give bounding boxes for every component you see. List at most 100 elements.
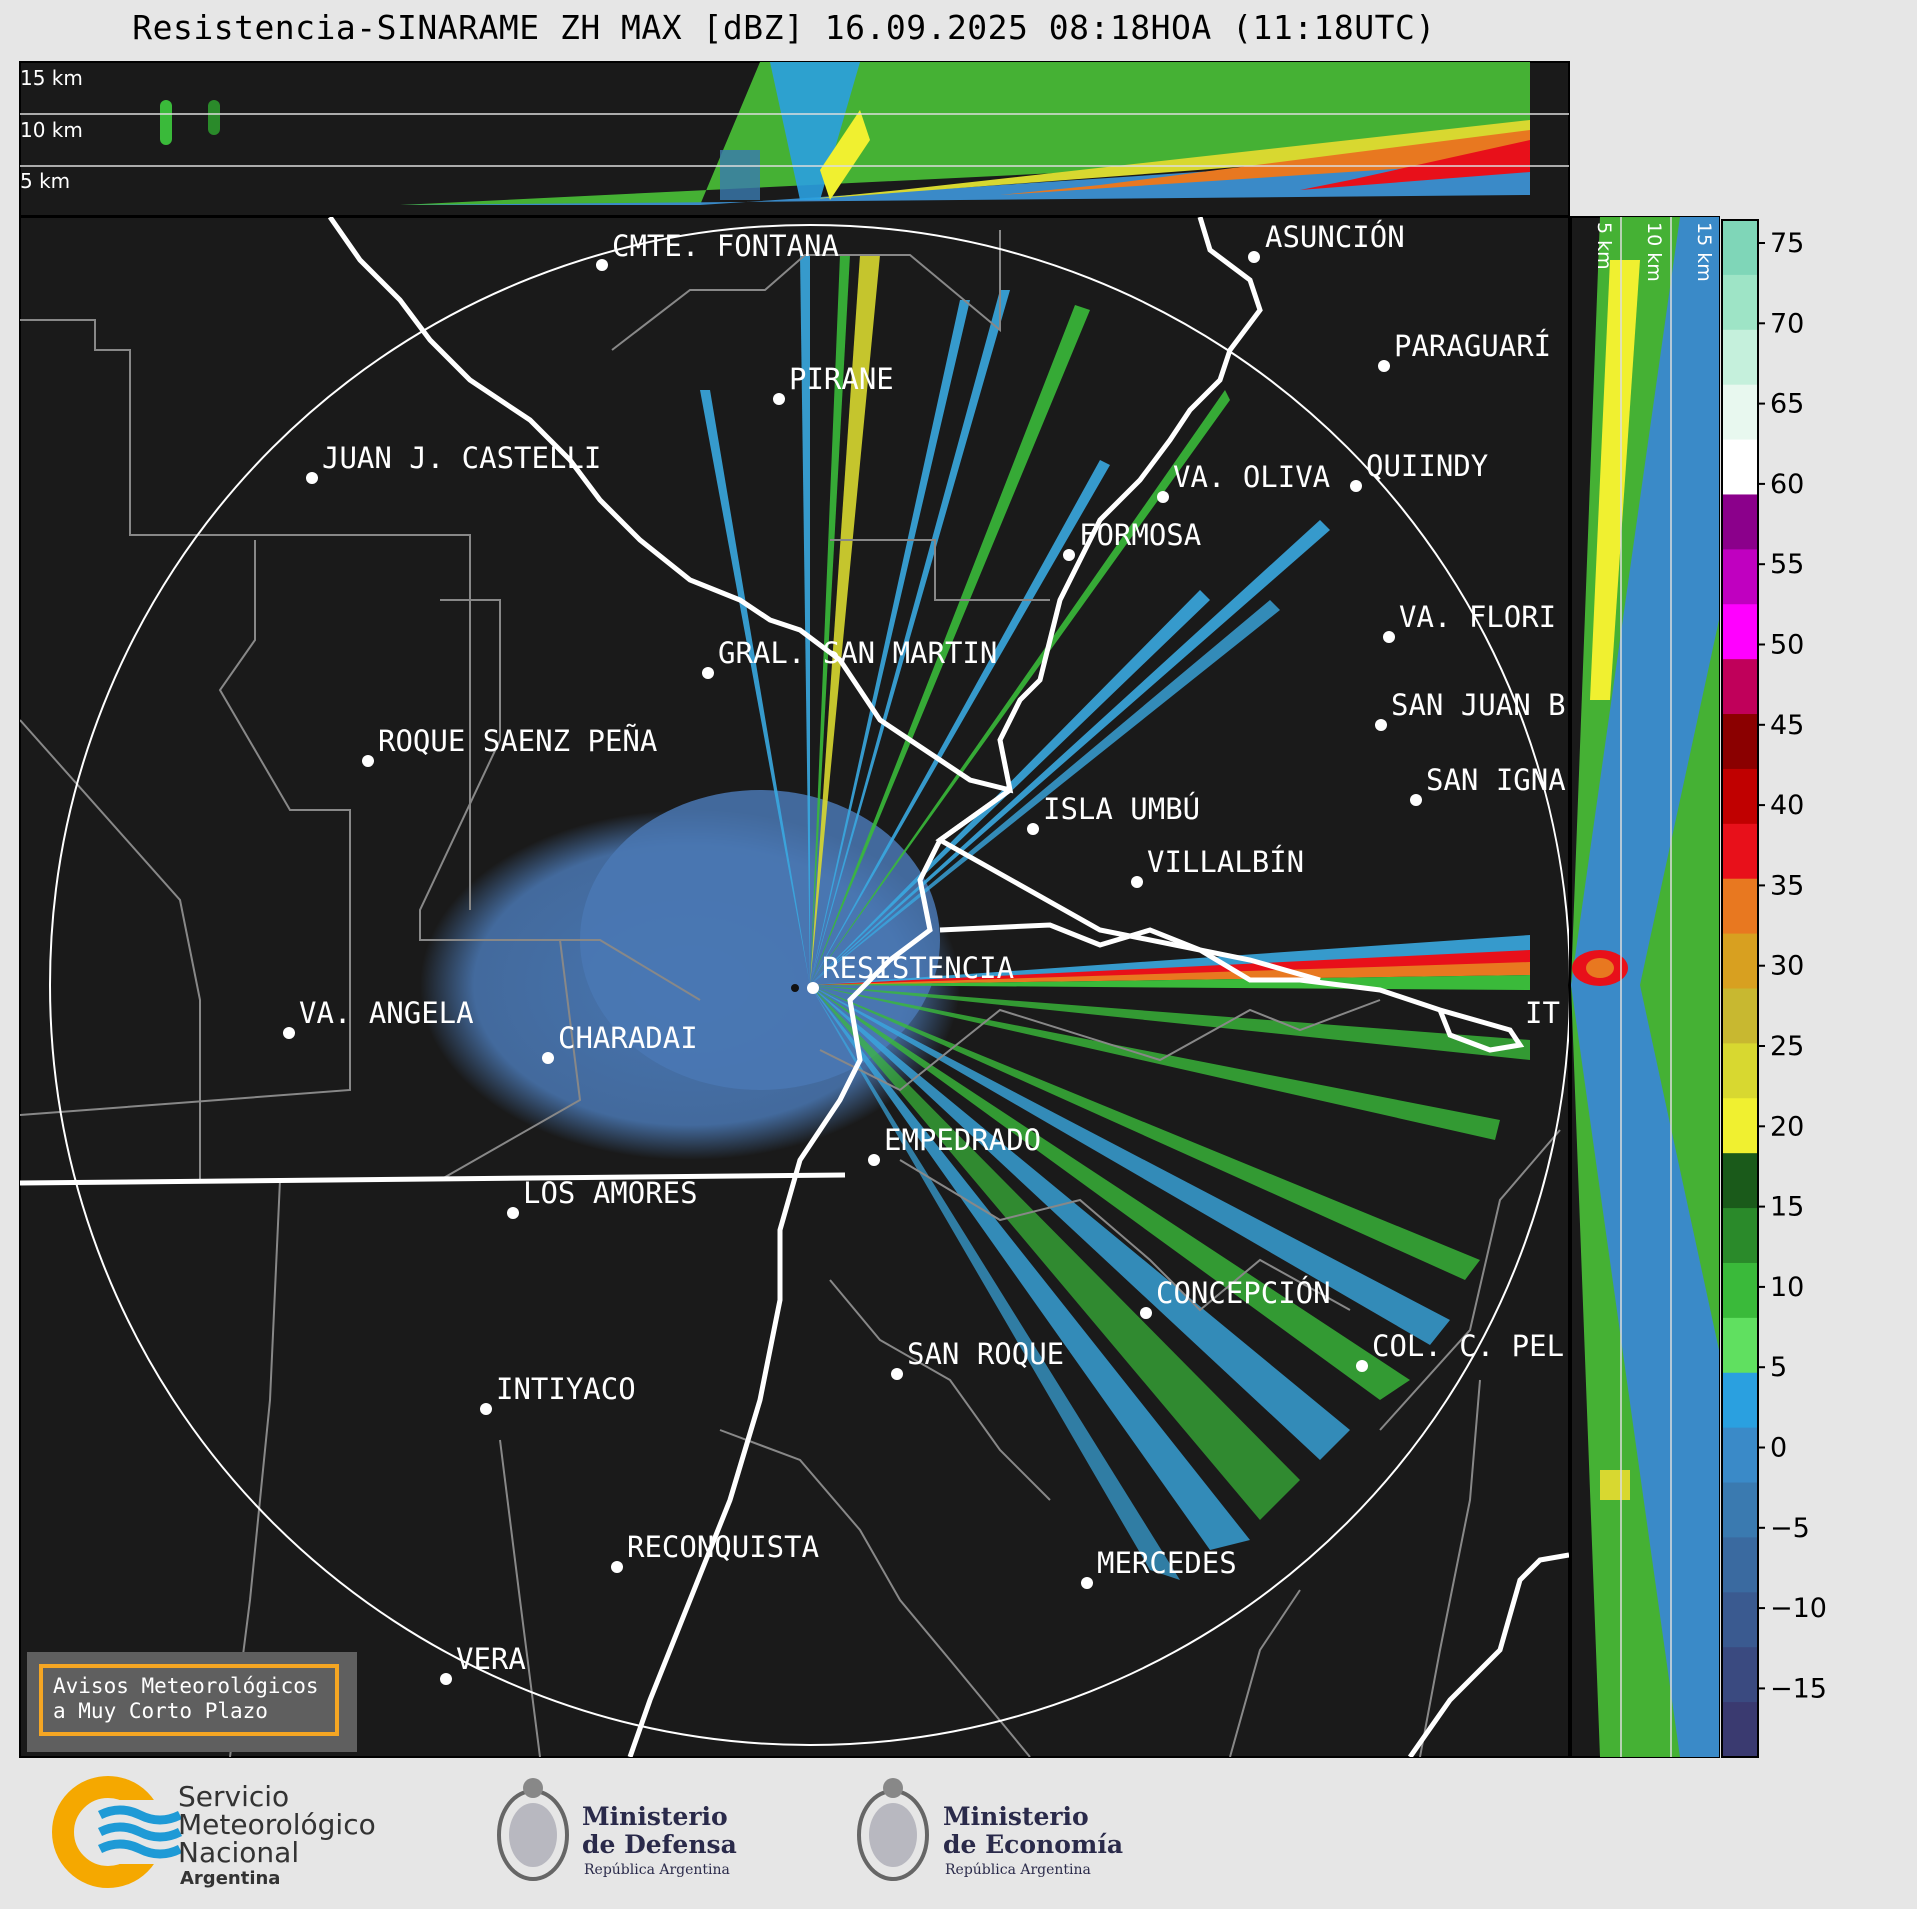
svg-text:COL. C. PEL: COL. C. PEL	[1372, 1329, 1564, 1363]
svg-text:JUAN J. CASTELLI: JUAN J. CASTELLI	[322, 441, 601, 475]
economia-logo: Ministerio de Economía República Argenti…	[857, 1778, 1123, 1881]
side-height-label: 10 km	[1643, 222, 1665, 282]
svg-text:SAN IGNA: SAN IGNA	[1426, 763, 1566, 797]
colorbar-tick-label: 10	[1770, 1272, 1804, 1303]
city-intiyaco: INTIYACO	[480, 1372, 636, 1415]
argentina-seal-icon	[857, 1778, 929, 1881]
svg-text:FORMOSA: FORMOSA	[1079, 518, 1201, 552]
colorbar-tick-label: 25	[1770, 1031, 1804, 1062]
city-villalbin: VILLALBÍN	[1131, 845, 1304, 888]
city-san-roque: SAN ROQUE	[891, 1337, 1064, 1380]
smn-line-4: Argentina	[180, 1868, 280, 1889]
city-asuncion: ASUNCIÓN	[1248, 220, 1405, 263]
defensa-line-3: República Argentina	[584, 1862, 730, 1878]
top-echo-orange	[1000, 130, 1530, 195]
svg-text:INTIYACO: INTIYACO	[496, 1372, 636, 1406]
colorbar-tick-label: 60	[1770, 469, 1804, 500]
colorbar-swatch	[1722, 1098, 1758, 1154]
colorbar-swatch	[1722, 1647, 1758, 1703]
colorbar-swatch	[1722, 714, 1758, 770]
colorbar-swatch	[1722, 1482, 1758, 1538]
city-san-juan-b: SAN JUAN B	[1375, 688, 1566, 731]
colorbar-swatch	[1722, 274, 1758, 331]
colorbar-swatch	[1722, 384, 1758, 441]
smn-logo: Servicio Meteorológico Nacional Argentin…	[52, 1776, 376, 1889]
colorbar-swatch	[1722, 1262, 1758, 1319]
svg-text:QUIINDY: QUIINDY	[1366, 449, 1488, 483]
radar-beams	[700, 255, 1530, 1580]
colorbar-swatch	[1722, 933, 1758, 989]
city-roque-saenz-pena: ROQUE SAENZ PEÑA	[362, 724, 657, 767]
side-cross-section-panel: 5 km 10 km 15 km	[1570, 216, 1720, 1758]
colorbar-tick-label: 5	[1770, 1352, 1787, 1383]
city-gral-san-martin: GRAL. SAN MARTIN	[702, 636, 997, 679]
svg-text:SAN ROQUE: SAN ROQUE	[907, 1337, 1064, 1371]
main-map-panel: CMTE. FONTANA ASUNCIÓN PARAGUARÍ PIRANE …	[19, 216, 1570, 1758]
svg-text:ISLA UMBÚ: ISLA UMBÚ	[1043, 792, 1200, 826]
city-va-angela: VA. ANGELA	[283, 996, 474, 1039]
side-height-label: 15 km	[1693, 222, 1715, 282]
aviso-line-2: a Muy Corto Plazo	[53, 1699, 268, 1723]
colorbar-swatch	[1722, 1537, 1758, 1593]
colorbar-tick-label: 75	[1770, 228, 1804, 259]
city-va-florida: VA. FLORI	[1383, 600, 1556, 643]
map-title: Resistencia-SINARAME ZH MAX [dBZ] 16.09.…	[132, 8, 1436, 47]
city-paraguari: PARAGUARÍ	[1378, 329, 1551, 372]
city-layer: CMTE. FONTANA ASUNCIÓN PARAGUARÍ PIRANE …	[283, 220, 1566, 1685]
city-juan-j-castelli: JUAN J. CASTELLI	[306, 441, 601, 484]
aviso-banner[interactable]: Avisos Meteorológicos a Muy Corto Plazo	[27, 1652, 357, 1752]
colorbar-tick-label: 30	[1770, 951, 1804, 982]
city-cmte-fontana: CMTE. FONTANA	[596, 229, 839, 271]
colorbar-swatch	[1722, 1702, 1758, 1758]
colorbar-swatch	[1722, 1317, 1758, 1374]
svg-text:CONCEPCIÓN: CONCEPCIÓN	[1156, 1276, 1331, 1310]
city-vera: VERA	[440, 1642, 526, 1685]
colorbar-swatch	[1722, 494, 1758, 550]
colorbar-swatch	[1722, 823, 1758, 880]
city-resistencia: RESISTENCIA	[791, 951, 1014, 994]
colorbar-tick-label: −15	[1770, 1673, 1827, 1704]
city-mercedes: MERCEDES	[1081, 1546, 1237, 1589]
smn-line-3: Nacional	[178, 1836, 299, 1869]
svg-text:PARAGUARÍ: PARAGUARÍ	[1394, 329, 1551, 363]
svg-text:VA. OLIVA: VA. OLIVA	[1173, 460, 1330, 494]
top-echo-green	[400, 62, 1530, 205]
svg-text:IT: IT	[1525, 996, 1560, 1030]
colorbar-swatch	[1722, 1153, 1758, 1209]
colorbar-tick-label: 0	[1770, 1433, 1787, 1464]
colorbar-swatch	[1722, 1208, 1758, 1264]
colorbar-tick-label: 15	[1770, 1192, 1804, 1223]
colorbar-swatch	[1722, 988, 1758, 1044]
svg-text:EMPEDRADO: EMPEDRADO	[884, 1123, 1041, 1157]
city-formosa: FORMOSA	[1063, 518, 1201, 561]
economia-line-1: Ministerio	[943, 1802, 1089, 1831]
aviso-banner-frame[interactable]: Avisos Meteorológicos a Muy Corto Plazo	[39, 1664, 339, 1736]
colorbar-tick-label: 50	[1770, 630, 1804, 661]
colorbar-swatch	[1722, 659, 1758, 715]
colorbar-tick-label: −10	[1770, 1593, 1827, 1624]
svg-text:RECONQUISTA: RECONQUISTA	[627, 1530, 819, 1564]
city-reconquista: RECONQUISTA	[611, 1530, 819, 1573]
smn-line-1: Servicio	[178, 1780, 289, 1813]
colorbar-swatch	[1722, 1592, 1758, 1648]
svg-text:VERA: VERA	[456, 1642, 526, 1676]
svg-text:SAN JUAN B: SAN JUAN B	[1391, 688, 1566, 722]
colorbar-swatch	[1722, 220, 1758, 276]
svg-text:VILLALBÍN: VILLALBÍN	[1147, 845, 1304, 879]
aviso-line-1: Avisos Meteorológicos	[53, 1674, 319, 1698]
svg-text:ROQUE SAENZ PEÑA: ROQUE SAENZ PEÑA	[378, 724, 657, 758]
svg-text:MERCEDES: MERCEDES	[1097, 1546, 1237, 1580]
city-empedrado: EMPEDRADO	[868, 1123, 1041, 1166]
colorbar-tick-label: 20	[1770, 1111, 1804, 1142]
city-ituzaingo: IT	[1525, 996, 1560, 1030]
city-los-amores: LOS AMORES	[507, 1176, 698, 1219]
footer-logos: Servicio Meteorológico Nacional Argentin…	[52, 1776, 1123, 1889]
colorbar-swatch	[1722, 604, 1758, 660]
defensa-logo: Ministerio de Defensa República Argentin…	[497, 1778, 737, 1881]
svg-text:RESISTENCIA: RESISTENCIA	[822, 951, 1014, 985]
international-borders	[20, 217, 1569, 1757]
svg-text:ASUNCIÓN: ASUNCIÓN	[1265, 220, 1405, 254]
range-ring	[49, 224, 1569, 1746]
city-quiindy: QUIINDY	[1350, 449, 1488, 492]
